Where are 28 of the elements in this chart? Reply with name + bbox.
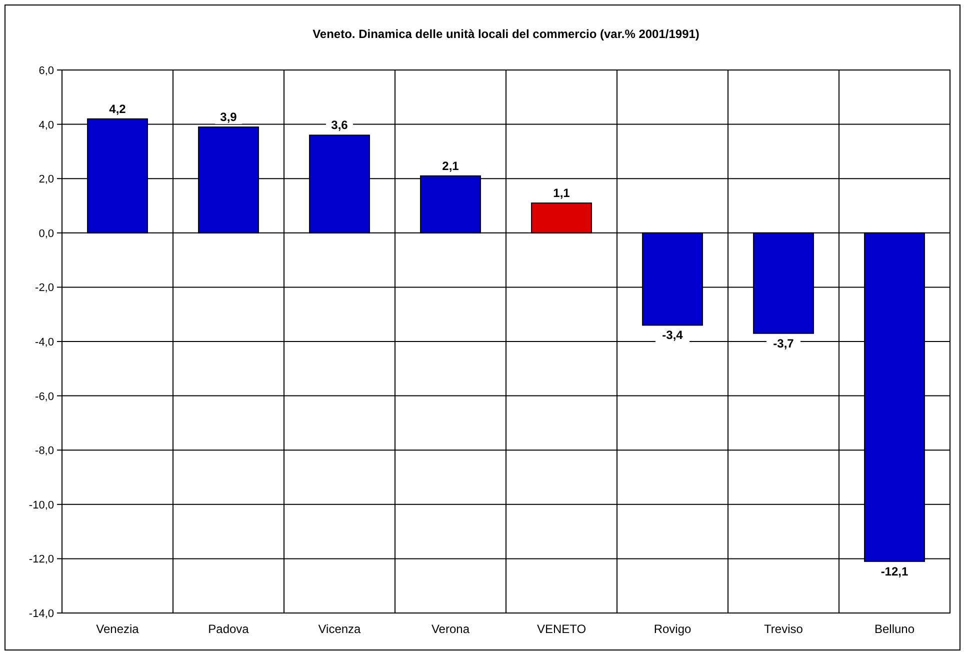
data-label: 2,1 bbox=[442, 158, 460, 173]
data-label: -12,1 bbox=[880, 564, 908, 578]
y-tick-label: -2,0 bbox=[35, 282, 54, 294]
y-tick-label: -14,0 bbox=[28, 608, 54, 620]
y-tick-label: 6,0 bbox=[38, 65, 54, 77]
x-tick-label: VENETO bbox=[536, 622, 586, 636]
data-label: -3,4 bbox=[662, 328, 684, 342]
y-tick-label: -4,0 bbox=[35, 336, 54, 348]
x-tick-label: Vicenza bbox=[318, 622, 362, 636]
x-tick-label: Venezia bbox=[96, 622, 140, 636]
data-label: 3,9 bbox=[220, 110, 238, 124]
chart-title: Veneto. Dinamica delle unità locali del commercio (var.% 2001/1991) bbox=[312, 27, 700, 41]
y-tick-label: 2,0 bbox=[38, 174, 54, 186]
x-tick-label: Treviso bbox=[764, 622, 804, 636]
data-label: -3,7 bbox=[773, 336, 794, 350]
y-tick-label: -8,0 bbox=[35, 445, 54, 458]
x-tick-label: Padova bbox=[208, 622, 250, 636]
y-tick-label: 4,0 bbox=[38, 119, 54, 132]
y-tick-label: -10,0 bbox=[28, 499, 54, 512]
y-tick-label: -12,0 bbox=[28, 554, 54, 566]
data-label: 4,2 bbox=[109, 102, 126, 116]
data-label: 3,6 bbox=[331, 118, 348, 132]
y-tick-label: 0,0 bbox=[38, 228, 54, 240]
x-tick-label: Verona bbox=[431, 622, 470, 636]
x-tick-label: Belluno bbox=[874, 622, 915, 636]
x-tick-label: Rovigo bbox=[654, 622, 692, 636]
data-label: 1,1 bbox=[553, 186, 570, 200]
y-tick-label: -6,0 bbox=[35, 390, 54, 403]
